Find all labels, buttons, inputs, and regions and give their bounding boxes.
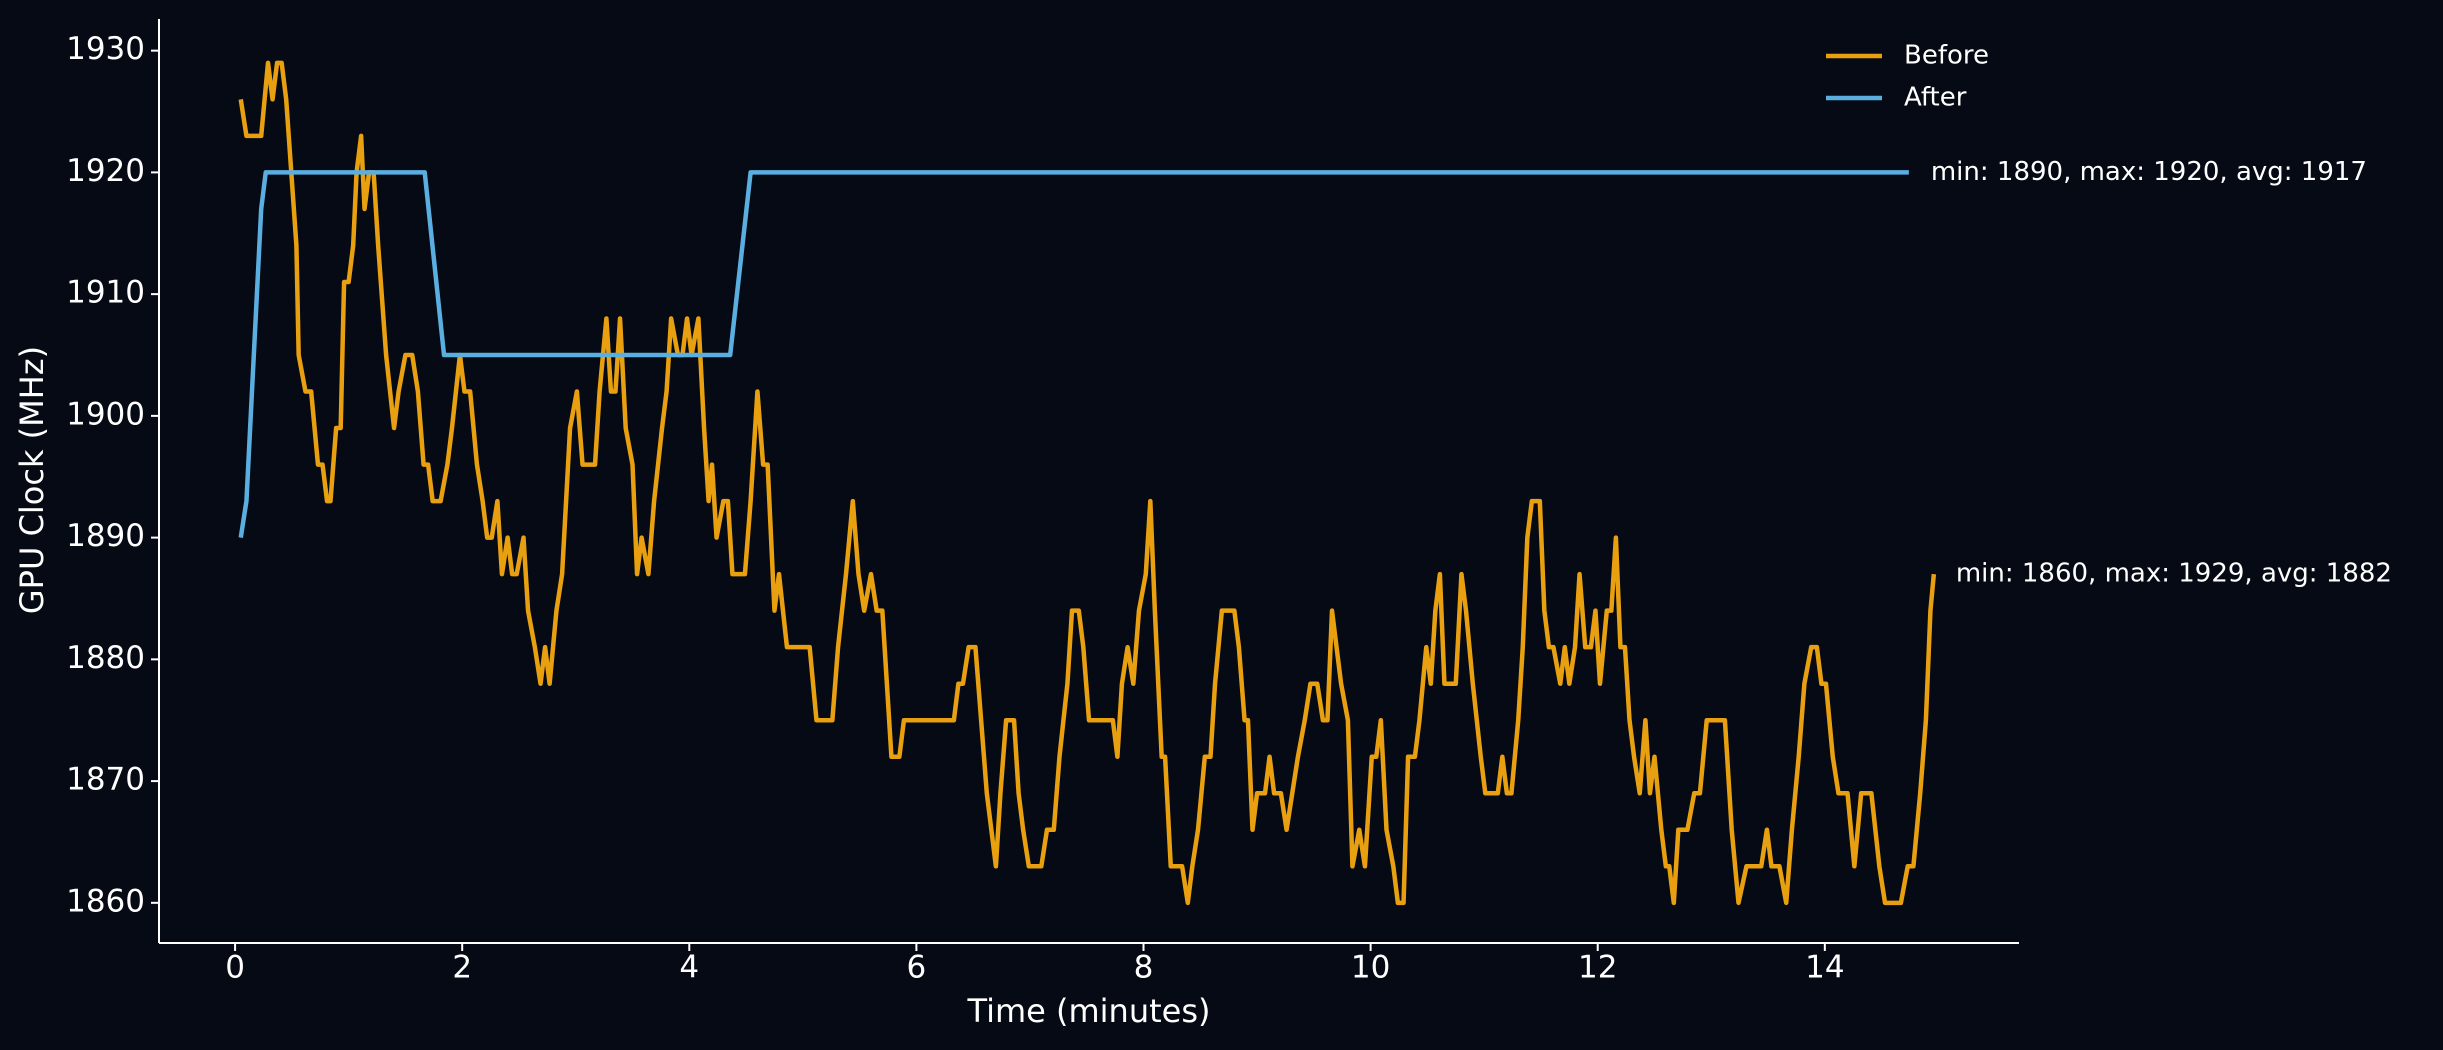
x-tick-label: 4 <box>679 950 699 986</box>
x-tick-label: 14 <box>1805 950 1844 986</box>
data-line <box>238 170 1909 538</box>
x-tick-label: 12 <box>1578 950 1617 986</box>
y-axis-label: GPU Clock (MHz) <box>13 346 51 614</box>
x-tick-label: 8 <box>1134 950 1154 986</box>
y-tick-label: 1920 <box>66 153 145 189</box>
y-tick-label: 1900 <box>66 396 145 432</box>
y-tick-label: 1870 <box>66 762 145 798</box>
y-tick-label: 1860 <box>66 883 145 919</box>
x-tick-label: 6 <box>907 950 927 986</box>
y-tick-label: 1880 <box>66 640 145 676</box>
x-tick-label: 10 <box>1351 950 1390 986</box>
stat-annotation: min: 1890, max: 1920, avg: 1917 <box>1931 157 2367 187</box>
y-tick-label: 1890 <box>66 518 145 554</box>
legend-label: Before <box>1904 41 1989 71</box>
legend-label: After <box>1904 83 1967 113</box>
x-tick-label: 2 <box>452 950 472 986</box>
stat-annotation: min: 1860, max: 1929, avg: 1882 <box>1956 559 2392 589</box>
x-tick-label: 0 <box>225 950 245 986</box>
x-axis-label: Time (minutes) <box>967 992 1211 1030</box>
y-tick-label: 1930 <box>66 31 145 67</box>
y-tick-label: 1910 <box>66 275 145 311</box>
data-line <box>238 60 1937 906</box>
